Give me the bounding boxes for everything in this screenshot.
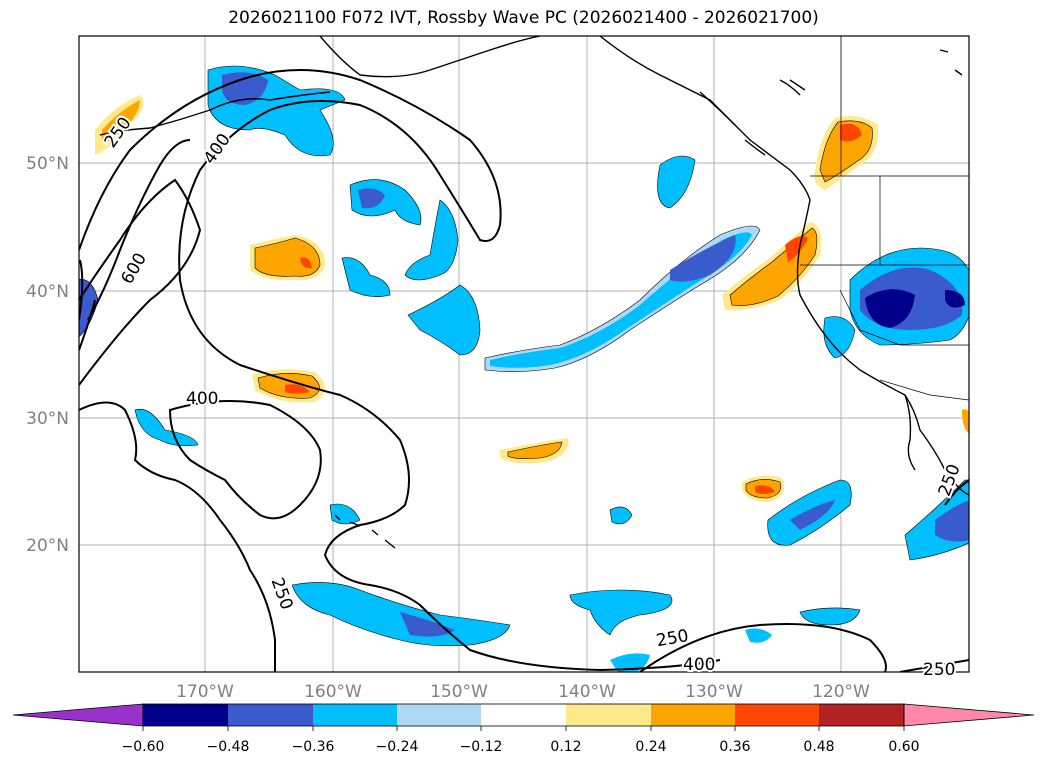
anomaly-blob xyxy=(358,188,385,209)
contour-label: 400 xyxy=(683,655,715,675)
colorbar-extend-max xyxy=(903,703,1035,727)
anomaly-blob xyxy=(610,653,650,672)
coastlines xyxy=(99,36,969,549)
colorbar-tick-label: 0.36 xyxy=(719,739,750,755)
colorbar-tick-label: 0.12 xyxy=(550,739,581,755)
lon-label: 130°W xyxy=(685,682,743,702)
colorbar-swatch xyxy=(228,704,313,726)
lat-label: 40°N xyxy=(26,282,69,302)
map-title: 2026021100 F072 IVT, Rossby Wave PC (202… xyxy=(228,8,819,28)
map-frame xyxy=(78,35,970,673)
contour-label: 250 xyxy=(923,660,955,680)
map-area xyxy=(79,36,969,672)
colorbar-swatch xyxy=(819,704,904,726)
colorbar-swatch xyxy=(481,704,566,726)
anomaly-blob xyxy=(400,612,455,637)
anomaly-blob xyxy=(935,500,969,542)
colorbar-swatch xyxy=(397,704,481,726)
lat-label: 30°N xyxy=(26,409,69,429)
anomaly-blob xyxy=(300,257,312,269)
colorbar-extend-min xyxy=(12,703,144,727)
contour-lines xyxy=(79,69,969,672)
lon-label: 140°W xyxy=(558,682,616,702)
colorbar-swatch xyxy=(566,704,651,726)
anomaly-blob xyxy=(865,289,915,328)
lon-label: 170°W xyxy=(176,682,234,702)
anomaly-blob xyxy=(507,441,563,459)
anomaly-blob xyxy=(840,123,862,142)
colorbar-tick-label: −0.48 xyxy=(207,739,250,755)
anomaly-blob xyxy=(222,72,268,105)
positive-anomaly-regions xyxy=(95,95,969,502)
colorbar-tick-label: −0.24 xyxy=(376,739,419,755)
anomaly-blob xyxy=(569,589,673,636)
anomaly-blob xyxy=(785,236,808,262)
lat-label: 50°N xyxy=(26,154,69,174)
lat-label: 20°N xyxy=(26,536,69,556)
anomaly-blob xyxy=(962,409,969,434)
anomaly-blob xyxy=(254,237,321,277)
anomaly-blob xyxy=(823,316,856,359)
anomaly-blob xyxy=(407,284,481,356)
anomaly-blob xyxy=(670,235,736,282)
anomaly-blob xyxy=(102,100,140,142)
anomaly-blob xyxy=(945,290,965,308)
lon-label: 160°W xyxy=(304,682,362,702)
anomaly-blob xyxy=(341,257,391,297)
anomaly-blob xyxy=(755,485,775,494)
anomaly-blob xyxy=(609,506,633,525)
anomaly-blob xyxy=(745,628,772,643)
anomaly-blob xyxy=(134,408,199,447)
lon-label: 120°W xyxy=(812,682,870,702)
lat-labels: 50°N 40°N 30°N 20°N xyxy=(26,154,69,556)
colorbar-tick-label: −0.60 xyxy=(122,739,165,755)
colorbar-tick-label: −0.36 xyxy=(292,739,335,755)
negative-anomaly-regions xyxy=(79,65,969,672)
anomaly-blob xyxy=(790,500,835,530)
colorbar-swatch xyxy=(651,704,735,726)
anomaly-blob xyxy=(657,155,696,209)
colorbar-tick-label: 0.24 xyxy=(635,739,666,755)
anomaly-blob xyxy=(285,384,310,394)
anomaly-blob xyxy=(404,199,459,281)
colorbar-tick-label: 0.48 xyxy=(803,739,834,755)
anomaly-blob xyxy=(329,503,361,525)
colorbar-swatch xyxy=(313,704,397,726)
lon-label: 150°W xyxy=(430,682,488,702)
colorbar-swatch xyxy=(143,704,228,726)
colorbar: −0.60 −0.48 −0.36 −0.24 −0.12 0.12 0.24 … xyxy=(12,703,1035,755)
colorbar-tick-label: −0.12 xyxy=(460,739,503,755)
contour-label: 400 xyxy=(186,389,218,409)
colorbar-tick-label: 0.60 xyxy=(888,739,919,755)
colorbar-swatch xyxy=(735,704,819,726)
borders xyxy=(800,36,969,401)
anomaly-blob xyxy=(799,607,861,626)
lon-labels: 170°W 160°W 150°W 140°W 130°W 120°W xyxy=(176,682,870,702)
